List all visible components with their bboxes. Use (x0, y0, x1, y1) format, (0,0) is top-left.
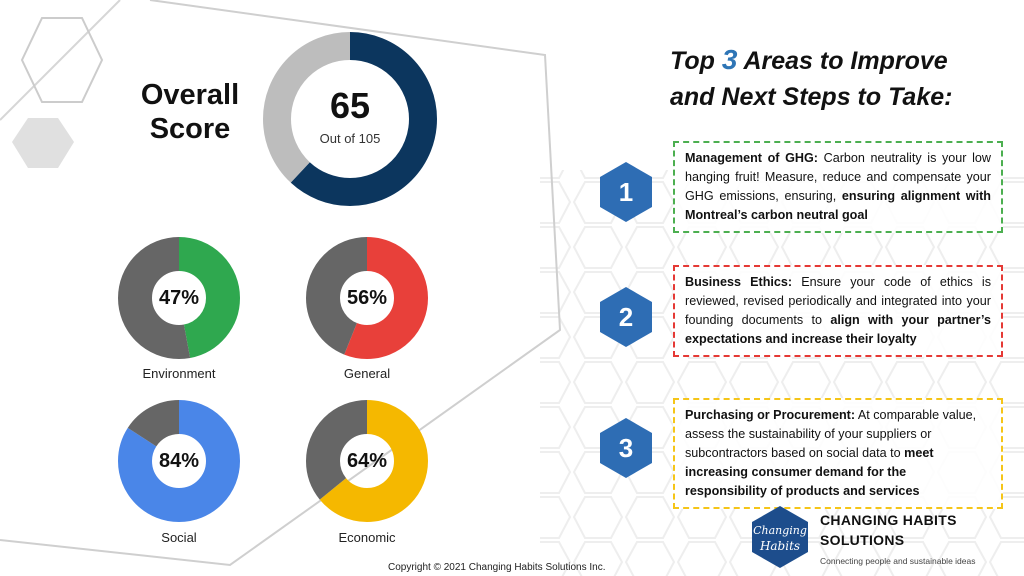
overall-score-donut (263, 32, 437, 206)
economic-label: Economic (338, 530, 396, 545)
step-2-text: Ensure your code of ethics is reviewed, … (685, 275, 992, 327)
general-percent: 56% (346, 286, 388, 309)
step-3-badge: 3 (600, 418, 652, 478)
step-1-title: Management of GHG: (685, 151, 818, 165)
step-3-text: At comparable value, assess the sustaina… (685, 408, 977, 460)
heading-number: 3 (721, 44, 738, 75)
step-1-badge: 1 (600, 162, 652, 222)
social-percent: 84% (158, 449, 200, 472)
step-2-number: 2 (619, 302, 633, 332)
social-donut (118, 400, 240, 522)
overall-score-title: Overall Score (140, 79, 240, 145)
brand-logo: Changing Habits (752, 506, 808, 568)
improvement-heading: Top 3 Areas to Improve and Next Steps to… (670, 44, 953, 111)
general-donut (306, 237, 428, 359)
brand-name: CHANGING HABITS SOLUTIONS (820, 512, 957, 548)
economic-donut (306, 400, 428, 522)
brand-logo-line1: Changing (753, 524, 807, 537)
step-3-bold-text: meet increasing consumer demand for the … (685, 446, 934, 498)
social-slice-remaining (118, 400, 240, 522)
brand-tagline: Connecting people and sustainable ideas (820, 556, 976, 566)
overall-score-value: 65 (329, 84, 371, 126)
copyright-text: Copyright © 2021 Changing Habits Solutio… (388, 562, 606, 573)
step-1-number: 1 (619, 177, 633, 207)
general-slice-remaining (306, 237, 428, 359)
economic-slice-remaining (306, 400, 428, 522)
overall-score-center: 65 Out of 105 (262, 31, 438, 207)
environment-percent: 47% (158, 286, 200, 309)
step-2-title: Business Ethics: (685, 275, 793, 289)
environment-slice-remaining (118, 237, 240, 359)
overall-score-out-of: Out of 105 (319, 130, 381, 146)
step-2-bold-text: align with your partner’s expectations a… (685, 313, 991, 346)
general-label: General (343, 366, 391, 381)
step-1-text: Carbon neutrality is your low hanging fr… (685, 151, 992, 203)
social-label: Social (161, 530, 197, 545)
step-1-bold-text: ensuring alignment with Montreal’s carbo… (685, 189, 991, 222)
step-1-box: Management of GHG: Carbon neutrality is … (673, 141, 1003, 233)
step-2-badge: 2 (600, 287, 652, 347)
step-2-box: Business Ethics: Ensure your code of eth… (673, 265, 1003, 357)
step-3-number: 3 (619, 433, 633, 463)
environment-donut (118, 237, 240, 359)
environment-label: Environment (142, 366, 216, 381)
economic-percent: 64% (346, 449, 388, 472)
brand-logo-line2: Habits (759, 539, 800, 553)
step-3-title: Purchasing or Procurement: (685, 408, 856, 422)
step-3-box: Purchasing or Procurement: At comparable… (673, 398, 1003, 509)
overall-score-slice-remaining (263, 32, 437, 206)
